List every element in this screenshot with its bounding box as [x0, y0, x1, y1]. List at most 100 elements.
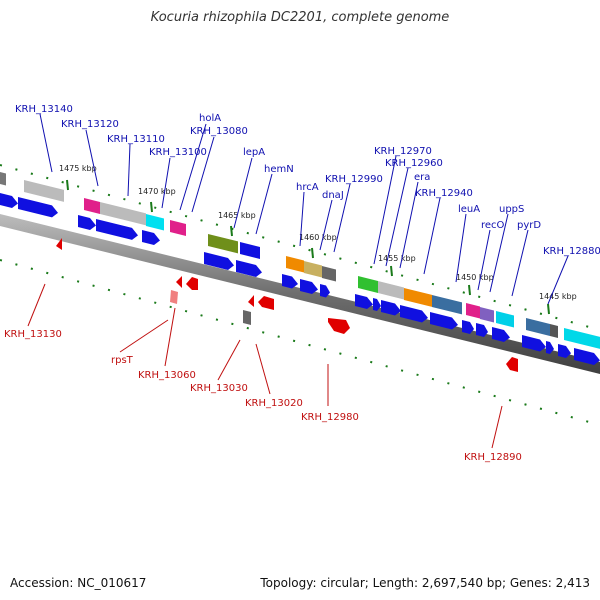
gene-label-group[interactable]: KRH_13080 — [190, 126, 248, 213]
ruler-mark: 1455 kbp — [378, 254, 416, 277]
gene-label[interactable]: hemN — [264, 164, 294, 175]
gene-label[interactable]: uppS — [499, 204, 524, 215]
gene-label-group[interactable]: hrcA — [296, 182, 319, 247]
forward-gene-arrow[interactable] — [381, 300, 401, 317]
forward-gene-arrow[interactable] — [462, 320, 474, 335]
reverse-gene-arrow[interactable] — [248, 295, 254, 307]
forward-gene-labels: KRH_13140 KRH_13120 KRH_13110 KRH_13100 … — [15, 104, 600, 305]
gene-label[interactable]: KRH_12960 — [385, 158, 443, 169]
gene-label[interactable]: KRH_13020 — [245, 398, 303, 409]
gene-label-group[interactable]: KRH_13100 — [149, 147, 207, 209]
forward-gene-arrow[interactable] — [204, 252, 234, 271]
forward-gene-arrow[interactable] — [546, 341, 554, 355]
feature-block — [386, 283, 404, 300]
forward-gene-arrow[interactable] — [558, 344, 571, 359]
forward-gene-arrow[interactable] — [142, 230, 160, 246]
gene-label-group[interactable]: KRH_12980 — [301, 364, 359, 423]
forward-gene-arrow[interactable] — [430, 312, 458, 331]
forward-gene-arrow[interactable] — [492, 327, 510, 343]
gene-label[interactable]: KRH_13080 — [190, 126, 248, 137]
feature-block — [240, 242, 260, 259]
gene-label-group[interactable]: KRH_13060 — [138, 307, 196, 381]
feature-blocks — [0, 172, 600, 350]
gene-label[interactable]: KRH_13100 — [149, 147, 207, 158]
reverse-gene-arrow[interactable] — [176, 276, 182, 288]
gene-label[interactable]: lepA — [243, 147, 265, 158]
gene-label-group[interactable]: KRH_12970 — [373, 146, 432, 265]
gene-label[interactable]: KRH_13120 — [61, 119, 119, 130]
gene-label-group[interactable]: lepA — [233, 147, 265, 229]
genome-summary-label: Topology: circular; Length: 2,697,540 bp… — [260, 576, 590, 590]
reverse-gene-arrow[interactable] — [243, 310, 251, 325]
feature-block — [170, 220, 186, 236]
forward-gene-arrow[interactable] — [18, 197, 58, 219]
reverse-gene-arrow[interactable] — [328, 318, 350, 334]
forward-gene-arrow[interactable] — [300, 279, 318, 295]
reverse-gene-arrow[interactable] — [170, 290, 178, 304]
gene-label-group[interactable]: KRH_13110 — [107, 134, 165, 197]
gene-label[interactable]: recO — [481, 220, 505, 231]
gene-label-group[interactable]: recO — [477, 220, 505, 291]
reverse-gene-arrow[interactable] — [258, 296, 274, 310]
feature-block — [480, 307, 494, 323]
gene-label-group[interactable]: KRH_13020 — [245, 343, 303, 409]
forward-gene-arrow[interactable] — [476, 323, 488, 338]
gene-label-group[interactable]: era — [399, 172, 430, 269]
gene-label-group[interactable]: pyrD — [511, 220, 541, 297]
gene-label[interactable]: KRH_13140 — [15, 104, 73, 115]
forward-gene-arrow[interactable] — [400, 305, 428, 324]
accession-label: Accession: NC_010617 — [10, 576, 147, 590]
forward-gene-arrow[interactable] — [282, 274, 298, 290]
gene-label-group[interactable]: leuA — [455, 204, 480, 283]
gene-label-group[interactable]: KRH_13130 — [4, 283, 62, 340]
forward-gene-arrow[interactable] — [574, 348, 600, 366]
forward-gene-arrow[interactable] — [355, 294, 373, 310]
gene-label[interactable]: era — [414, 172, 430, 183]
gene-label-group[interactable]: hemN — [255, 164, 294, 235]
gene-label[interactable]: KRH_12980 — [301, 412, 359, 423]
gene-label-group[interactable]: KRH_13120 — [61, 119, 119, 187]
gene-label[interactable]: KRH_13110 — [107, 134, 165, 145]
reverse-gene-arrow[interactable] — [506, 357, 518, 372]
gene-label-group[interactable]: rpsT — [111, 319, 169, 366]
gene-label-group[interactable]: uppS — [489, 204, 524, 293]
gene-label[interactable]: pyrD — [517, 220, 541, 231]
gene-label[interactable]: KRH_13130 — [4, 329, 62, 340]
gene-label-group[interactable]: KRH_12960 — [385, 158, 443, 267]
gene-label-group[interactable]: holA — [179, 113, 221, 211]
gene-label-group[interactable]: KRH_13140 — [15, 104, 73, 173]
gene-label-group[interactable]: KRH_12940 — [415, 188, 473, 275]
gene-label[interactable]: KRH_12970 — [374, 146, 432, 157]
forward-gene-arrow[interactable] — [373, 298, 381, 312]
reverse-gene-arrow[interactable] — [56, 238, 62, 250]
gene-label-group[interactable]: KRH_12990 — [325, 174, 383, 253]
gene-label[interactable]: holA — [199, 113, 221, 124]
gene-label[interactable]: KRH_12880 — [543, 246, 600, 257]
gene-label[interactable]: leuA — [458, 204, 480, 215]
ruler-label: 1450 kbp — [456, 273, 494, 282]
gene-label-group[interactable]: KRH_12880 — [543, 246, 600, 305]
forward-gene-arrow[interactable] — [96, 219, 138, 241]
forward-gene-arrow[interactable] — [236, 260, 262, 278]
gene-label[interactable]: KRH_12940 — [415, 188, 473, 199]
gene-label[interactable]: dnaJ — [322, 190, 344, 201]
reverse-gene-arrows — [56, 238, 518, 372]
gene-label[interactable]: KRH_13030 — [190, 383, 248, 394]
gene-label[interactable]: KRH_12990 — [325, 174, 383, 185]
gene-label[interactable]: KRH_12890 — [464, 452, 522, 463]
gene-label-group[interactable]: KRH_13030 — [190, 339, 248, 394]
gene-label-group[interactable]: dnaJ — [319, 190, 344, 251]
reverse-gene-labels: KRH_13130 rpsT KRH_13060 KRH_13030 KRH_1… — [4, 283, 522, 463]
ruler-label: 1475 kbp — [59, 164, 97, 173]
gene-label[interactable]: KRH_13060 — [138, 370, 196, 381]
gene-label[interactable]: hrcA — [296, 182, 319, 193]
forward-gene-arrow[interactable] — [522, 335, 546, 353]
gene-label-group[interactable]: KRH_12890 — [464, 405, 522, 463]
feature-block — [404, 288, 432, 307]
reverse-gene-arrow[interactable] — [186, 277, 198, 290]
forward-gene-arrow[interactable] — [0, 193, 18, 209]
forward-gene-arrow[interactable] — [320, 284, 330, 298]
forward-gene-arrow[interactable] — [78, 215, 96, 231]
gene-label[interactable]: rpsT — [111, 355, 134, 366]
